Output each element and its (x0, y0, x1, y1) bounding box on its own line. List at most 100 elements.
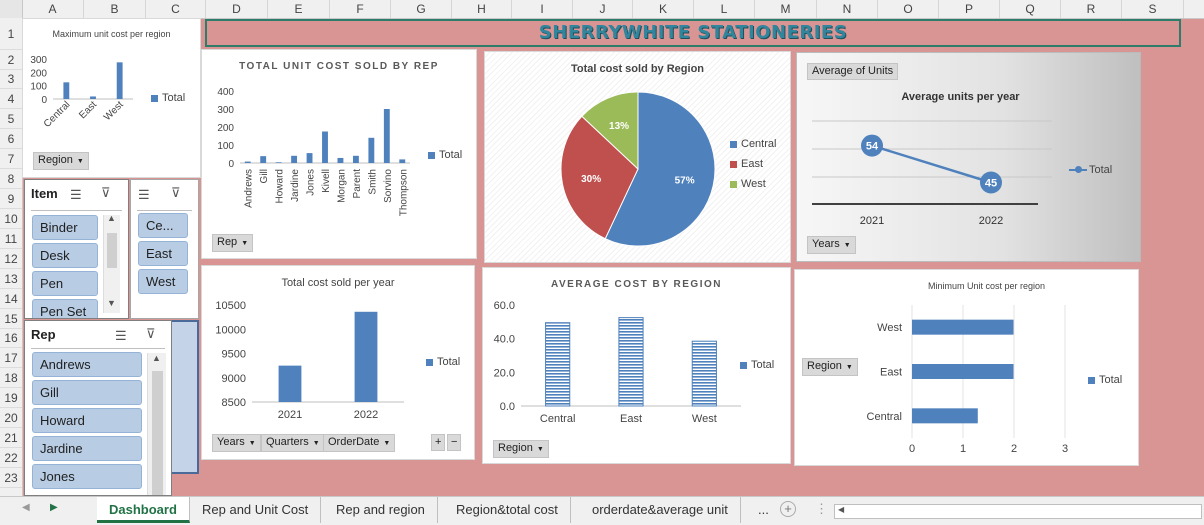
column-header-m[interactable]: M (755, 0, 817, 18)
column-header-n[interactable]: N (817, 0, 878, 18)
column-header-j[interactable]: J (573, 0, 633, 18)
scroll-down-icon[interactable]: ▼ (107, 298, 116, 308)
slicer-item[interactable]: Andrews (32, 352, 142, 377)
row-header-8[interactable]: 8 (0, 169, 22, 189)
slicer-item[interactable]: West (138, 269, 188, 294)
tab-rep-and-unit-cost[interactable]: Rep and Unit Cost (190, 497, 322, 523)
scroll-up-icon[interactable]: ▲ (107, 213, 116, 223)
scroll-tabs-left-icon[interactable]: ◀ (22, 502, 30, 513)
cost-per-year-chart[interactable]: Total cost sold per year 8500 9000 9500 100… (201, 265, 475, 460)
column-header-a[interactable]: A (22, 0, 84, 18)
row-header-15[interactable]: 15 (0, 309, 22, 329)
row-header-12[interactable]: 12 (0, 249, 22, 269)
unit-cost-by-rep-chart[interactable]: TOTAL UNIT COST SOLD BY REP 0 100 200 300 40… (201, 49, 477, 259)
multi-select-icon[interactable]: ☰ (70, 187, 82, 202)
row-header-18[interactable]: 18 (0, 368, 22, 388)
slicer-scrollbar[interactable]: ▲ ▼ (103, 213, 120, 313)
row-header-1[interactable]: 1 (0, 18, 22, 50)
row-header-9[interactable]: 9 (0, 189, 22, 209)
scroll-tabs-right-icon[interactable]: ▶ (50, 502, 58, 513)
region-filter-button[interactable]: Region ▼ (33, 152, 89, 170)
row-header-11[interactable]: 11 (0, 229, 22, 249)
column-header-b[interactable]: B (84, 0, 146, 18)
slicer-item[interactable]: Pen (32, 271, 98, 296)
rep-slicer[interactable]: Rep ☰ ⊽ Andrews Gill Howard Jardine Jones ▲ (24, 320, 172, 496)
options-icon[interactable]: ⋮ (815, 501, 828, 516)
slicer-item[interactable]: Ce... (138, 213, 188, 238)
row-header-2[interactable]: 2 (0, 50, 22, 70)
column-header-f[interactable]: F (330, 0, 391, 18)
quarters-filter-button[interactable]: Quarters ▼ (261, 434, 325, 452)
scroll-thumb[interactable] (107, 233, 117, 268)
column-header-e[interactable]: E (268, 0, 330, 18)
row-header-16[interactable]: 16 (0, 328, 22, 348)
collapse-field-button[interactable]: − (447, 434, 462, 451)
column-header-h[interactable]: H (452, 0, 512, 18)
column-header-c[interactable]: C (146, 0, 206, 18)
column-header-i[interactable]: I (512, 0, 573, 18)
region-filter-button[interactable]: Region ▼ (493, 440, 549, 458)
max-unit-cost-chart[interactable]: Maximum unit cost per region 0 100 200 300 C… (22, 18, 201, 178)
years-filter-button[interactable]: Years ▼ (807, 236, 856, 254)
clear-filter-icon[interactable]: ⊽ (101, 185, 111, 200)
average-cost-by-region-chart[interactable]: AVERAGE COST BY REGION 0.0 20.0 40.0 60.0 Ce… (482, 267, 791, 464)
row-header-10[interactable]: 10 (0, 209, 22, 229)
minimum-unit-cost-chart[interactable]: Minimum Unit cost per region 0 1 2 3 Central… (794, 269, 1139, 466)
row-header-19[interactable]: 19 (0, 388, 22, 408)
title-banner[interactable]: SHERRYWHITE STATIONERIES (205, 19, 1181, 47)
slicer-item[interactable]: Jardine (32, 436, 142, 461)
multi-select-icon[interactable]: ☰ (138, 187, 150, 202)
years-filter-button[interactable]: Years ▼ (212, 434, 261, 452)
select-all-corner[interactable] (0, 0, 23, 18)
row-header-7[interactable]: 7 (0, 149, 22, 169)
column-header-l[interactable]: L (694, 0, 755, 18)
tab-region-total-cost[interactable]: Region&total cost (444, 497, 571, 523)
multi-select-icon[interactable]: ☰ (115, 328, 127, 343)
column-header-d[interactable]: D (206, 0, 268, 18)
expand-field-button[interactable]: + (431, 434, 446, 451)
row-header-14[interactable]: 14 (0, 289, 22, 309)
row-header-22[interactable]: 22 (0, 448, 22, 468)
row-header-20[interactable]: 20 (0, 408, 22, 428)
region-filter-button[interactable]: Region ▼ (802, 358, 858, 376)
horizontal-scrollbar[interactable]: ◀ (834, 504, 1202, 519)
slicer-scrollbar[interactable]: ▲ (147, 353, 166, 495)
scroll-thumb[interactable] (152, 371, 163, 495)
row-header-4[interactable]: 4 (0, 89, 22, 109)
column-header-o[interactable]: O (878, 0, 939, 18)
column-header-k[interactable]: K (633, 0, 694, 18)
row-header-5[interactable]: 5 (0, 109, 22, 129)
tab-rep-and-region[interactable]: Rep and region (324, 497, 438, 523)
slicer-item[interactable]: Binder (32, 215, 98, 240)
column-header-q[interactable]: Q (1000, 0, 1061, 18)
region-slicer[interactable]: ☰ ⊽ Ce... East West (130, 179, 199, 319)
slicer-item[interactable]: East (138, 241, 188, 266)
scroll-up-icon[interactable]: ▲ (152, 353, 161, 363)
row-header-13[interactable]: 13 (0, 269, 22, 289)
average-units-chart[interactable]: Average of Units Average units per year … (796, 52, 1141, 262)
slicer-item[interactable]: Gill (32, 380, 142, 405)
item-slicer[interactable]: Item ☰ ⊽ Binder Desk Pen Pen Set ▲ ▼ (24, 179, 129, 319)
column-header-r[interactable]: R (1061, 0, 1122, 18)
column-header-p[interactable]: P (939, 0, 1000, 18)
column-header-s[interactable]: S (1122, 0, 1184, 18)
tab-orderdate-average-unit[interactable]: orderdate&average unit (580, 497, 741, 523)
add-sheet-icon[interactable]: + (780, 501, 796, 517)
column-header-g[interactable]: G (391, 0, 452, 18)
orderdate-filter-button[interactable]: OrderDate ▼ (323, 434, 396, 452)
clear-filter-icon[interactable]: ⊽ (146, 326, 156, 341)
clear-filter-icon[interactable]: ⊽ (171, 185, 181, 200)
slicer-item[interactable]: Howard (32, 408, 142, 433)
cost-by-region-pie-chart[interactable]: Total cost sold by Region 57% 30% 13% Cent… (484, 51, 791, 263)
tab-dashboard[interactable]: Dashboard (97, 497, 190, 523)
more-tabs-button[interactable]: ... (758, 502, 769, 517)
row-header-21[interactable]: 21 (0, 428, 22, 448)
row-header-6[interactable]: 6 (0, 129, 22, 149)
row-header-17[interactable]: 17 (0, 348, 22, 368)
slicer-item[interactable]: Jones (32, 464, 142, 489)
rep-filter-button[interactable]: Rep ▼ (212, 234, 254, 252)
slicer-item[interactable]: Desk (32, 243, 98, 268)
slicer-item[interactable]: Pen Set (32, 299, 98, 318)
row-header-23[interactable]: 23 (0, 468, 22, 488)
row-header-3[interactable]: 3 (0, 69, 22, 89)
